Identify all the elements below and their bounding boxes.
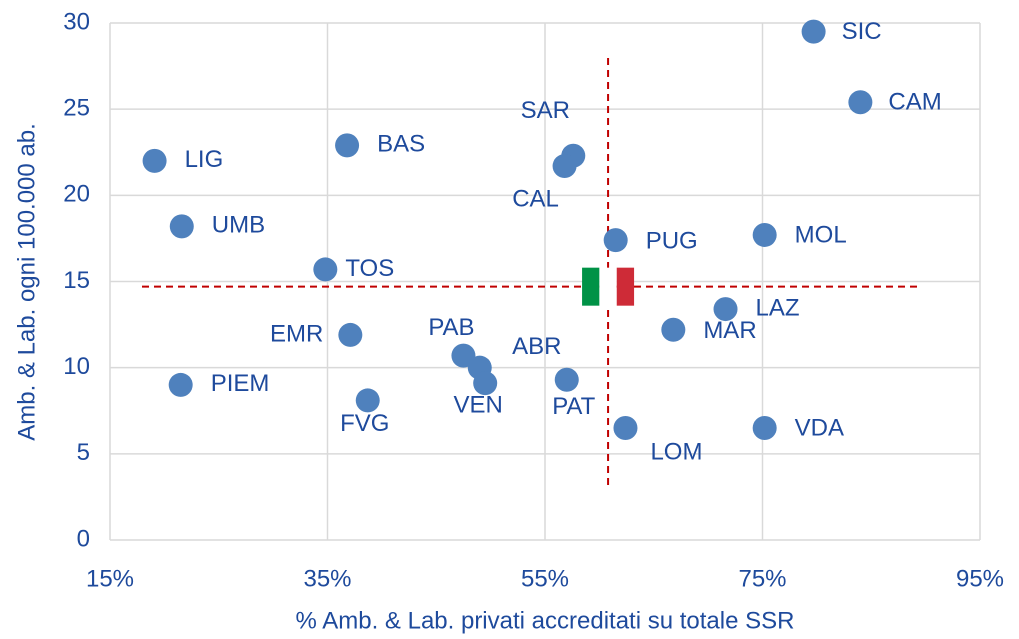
point [752, 415, 777, 440]
point-label: LIG [185, 146, 224, 173]
point-label: TOS [345, 255, 394, 282]
point-label: BAS [377, 131, 425, 158]
point [338, 322, 363, 347]
point [661, 317, 686, 342]
x-tick-label: 35% [303, 565, 351, 592]
italy-flag-stripe [616, 267, 635, 306]
point-label: VEN [454, 392, 503, 419]
point [335, 133, 360, 158]
point [713, 297, 738, 322]
italy-flag-stripe [599, 267, 617, 306]
point [169, 214, 194, 239]
y-tick-label: 20 [63, 181, 90, 208]
y-tick-label: 15 [63, 267, 90, 294]
point-label: CAL [512, 185, 559, 212]
point-label: SAR [521, 97, 570, 124]
point-label: LOM [650, 438, 702, 465]
x-tick-label: 75% [738, 565, 786, 592]
italy-flag-stripe [582, 267, 600, 306]
point-label: PAB [428, 314, 474, 341]
point-label: EMR [270, 320, 323, 347]
point-label: SIC [842, 18, 882, 45]
point-label: MOL [795, 221, 847, 248]
point [613, 415, 638, 440]
point-label: ABR [512, 333, 561, 360]
point-label: PUG [646, 227, 698, 254]
point [552, 154, 577, 179]
point-label: LAZ [756, 294, 800, 321]
x-tick-label: 95% [956, 565, 1004, 592]
y-tick-label: 0 [77, 525, 90, 552]
point [801, 19, 826, 44]
x-tick-label: 55% [521, 565, 569, 592]
point [848, 90, 873, 115]
point [168, 372, 193, 397]
point [355, 388, 380, 413]
x-axis-title: % Amb. & Lab. privati accreditati su tot… [296, 607, 795, 634]
point-label: PIEM [211, 370, 270, 397]
point-label: PAT [552, 393, 595, 420]
point-label: MAR [703, 317, 756, 344]
point [313, 257, 338, 282]
point [752, 222, 777, 247]
point-label: FVG [340, 410, 389, 437]
point [473, 371, 498, 396]
point-label: VDA [795, 414, 844, 441]
point [603, 228, 628, 253]
y-tick-label: 5 [77, 439, 90, 466]
y-tick-label: 10 [63, 353, 90, 380]
point-label: CAM [888, 89, 941, 116]
point-label: UMB [212, 212, 265, 239]
y-axis-title: Amb. & Lab. ogni 100.000 ab. [13, 123, 40, 441]
x-tick-label: 15% [86, 565, 134, 592]
y-tick-label: 25 [63, 95, 90, 122]
point [142, 148, 167, 173]
y-tick-label: 30 [63, 8, 90, 35]
point [554, 367, 579, 392]
